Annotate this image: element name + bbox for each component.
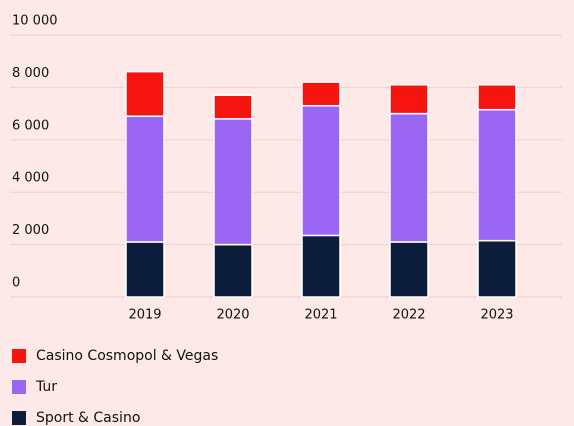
bar-segment (301, 104, 341, 237)
x-tick-label: 2023 (480, 308, 513, 323)
bar-segment (477, 108, 517, 242)
legend-label: Tur (35, 379, 57, 395)
legend-swatch (12, 380, 26, 394)
y-tick-label: 2 000 (12, 223, 49, 238)
legend-swatch (12, 349, 26, 363)
x-tick-label: 2020 (216, 308, 249, 323)
bar-segment (301, 81, 341, 107)
legend-label: Sport & Casino (36, 410, 140, 426)
y-tick-label: 0 (12, 276, 20, 291)
y-tick-label: 10 000 (12, 14, 58, 29)
legend-label: Casino Cosmopol & Vegas (36, 348, 218, 364)
y-tick-label: 6 000 (12, 118, 49, 133)
bar-segment (301, 234, 341, 298)
bar-segment (389, 112, 429, 243)
y-tick-label: 4 000 (12, 171, 49, 186)
bar-segment (389, 241, 429, 298)
bar-segment (213, 118, 253, 246)
bar-segment (477, 239, 517, 298)
bar-segment (477, 84, 517, 111)
x-tick-label: 2021 (304, 308, 337, 323)
y-tick-label: 8 000 (12, 66, 49, 81)
x-tick-label: 2022 (392, 308, 425, 323)
legend: Casino Cosmopol & Vegas Tur Sport & Casino (12, 348, 218, 426)
bar-segment (389, 84, 429, 115)
bar-segment (213, 94, 253, 120)
bar-segment (213, 243, 253, 298)
bar-segment (125, 115, 165, 243)
bar-segment (125, 241, 165, 298)
bar-segment (125, 70, 165, 117)
legend-swatch (12, 411, 26, 425)
x-tick-label: 2019 (128, 308, 161, 323)
